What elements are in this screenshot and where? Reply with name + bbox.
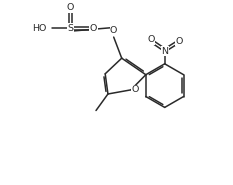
Text: O: O [67,3,74,12]
Text: HO: HO [32,24,46,33]
Text: O: O [176,37,183,46]
Text: S: S [68,24,74,33]
Text: O: O [90,24,97,33]
Text: O: O [131,85,139,94]
Text: N: N [161,47,168,56]
Text: O: O [110,26,117,35]
Text: O: O [147,35,155,44]
